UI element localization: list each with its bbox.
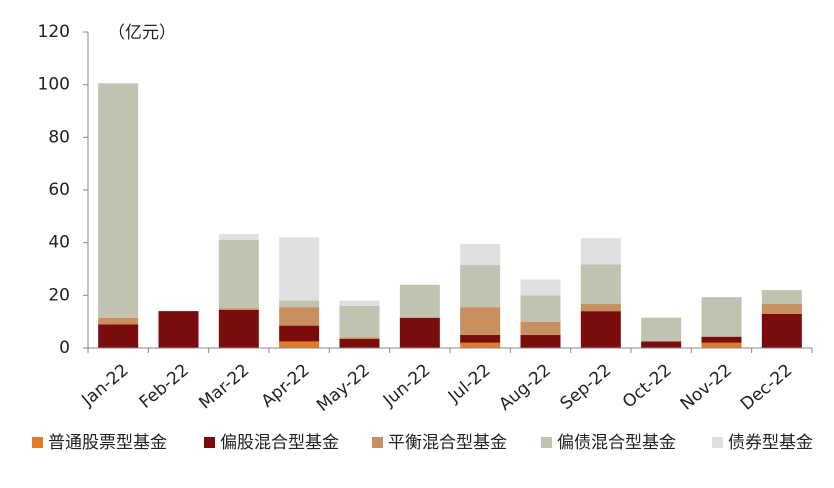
bar-segment — [701, 336, 742, 343]
bar-segment — [641, 317, 682, 342]
bar-segment — [580, 304, 621, 312]
bar-segment — [520, 279, 561, 296]
bar-segment — [158, 311, 199, 348]
bar-segment — [218, 233, 259, 241]
bar-segment — [279, 237, 320, 301]
bar-segment — [279, 307, 320, 326]
bar-segment — [399, 284, 440, 318]
x-tick-label: Sep-22 — [557, 360, 616, 414]
bar-segment — [98, 317, 139, 325]
legend-swatch — [32, 437, 43, 448]
y-axis-label: （亿元） — [108, 23, 176, 43]
bar-segment — [580, 311, 621, 348]
bar-segment — [520, 334, 561, 348]
legend-label: 普通股票型基金 — [48, 433, 167, 453]
y-tick-label: 20 — [48, 285, 70, 305]
x-tick-label: Oct-22 — [619, 360, 676, 412]
bar-segment — [98, 83, 139, 318]
bar-segment — [761, 313, 802, 348]
bar-segment — [701, 342, 742, 348]
legend-swatch — [204, 437, 215, 448]
x-tick-label: Feb-22 — [136, 360, 193, 413]
legend-swatch — [541, 437, 552, 448]
bar-segment — [339, 338, 380, 348]
y-tick-label: 0 — [59, 338, 70, 358]
bar-segment — [641, 341, 682, 348]
legend-swatch — [712, 437, 723, 448]
legend-label: 平衡混合型基金 — [388, 433, 507, 453]
bar-segment — [580, 238, 621, 265]
legend-swatch — [372, 437, 383, 448]
bar-segment — [339, 300, 380, 306]
bar-segment — [701, 297, 742, 337]
legend-label: 偏债混合型基金 — [557, 433, 676, 453]
bar-segment — [98, 324, 139, 348]
bar-segment — [279, 300, 320, 308]
bar-segment — [520, 295, 561, 322]
x-tick-label: Jun-22 — [379, 360, 434, 411]
x-tick-label: Aug-22 — [495, 360, 555, 415]
y-tick-label: 100 — [38, 75, 70, 95]
bar-segment — [460, 334, 501, 343]
y-tick-label: 40 — [48, 233, 70, 253]
bar-segment — [460, 307, 501, 335]
y-tick-label: 60 — [48, 180, 70, 200]
bar-segment — [761, 290, 802, 305]
bar-segment — [339, 337, 380, 339]
bar-segment — [580, 264, 621, 305]
bar-segment — [218, 308, 259, 310]
y-tick-label: 80 — [48, 127, 70, 147]
bar-segment — [279, 325, 320, 342]
bar-segment — [460, 243, 501, 266]
bar-segment — [460, 265, 501, 308]
bar-segment — [218, 309, 259, 348]
bar-segment — [399, 317, 440, 348]
bar-segment — [279, 341, 320, 348]
x-tick-label: Apr-22 — [258, 360, 314, 411]
bar-segment — [218, 240, 259, 309]
x-tick-label: Nov-22 — [677, 360, 736, 414]
x-tick-label: Jan-22 — [78, 360, 133, 411]
bar-segment — [339, 305, 380, 338]
x-tick-label: Mar-22 — [195, 360, 253, 413]
x-tick-label: Dec-22 — [737, 360, 796, 414]
bar-segment — [520, 321, 561, 335]
bar-segment — [761, 304, 802, 314]
bar-segment — [460, 342, 501, 348]
x-tick-label: Jul-22 — [444, 360, 495, 407]
y-tick-label: 120 — [38, 22, 70, 42]
legend-label: 债券型基金 — [728, 433, 813, 453]
legend-label: 偏股混合型基金 — [220, 433, 339, 453]
x-tick-label: May-22 — [313, 360, 374, 416]
